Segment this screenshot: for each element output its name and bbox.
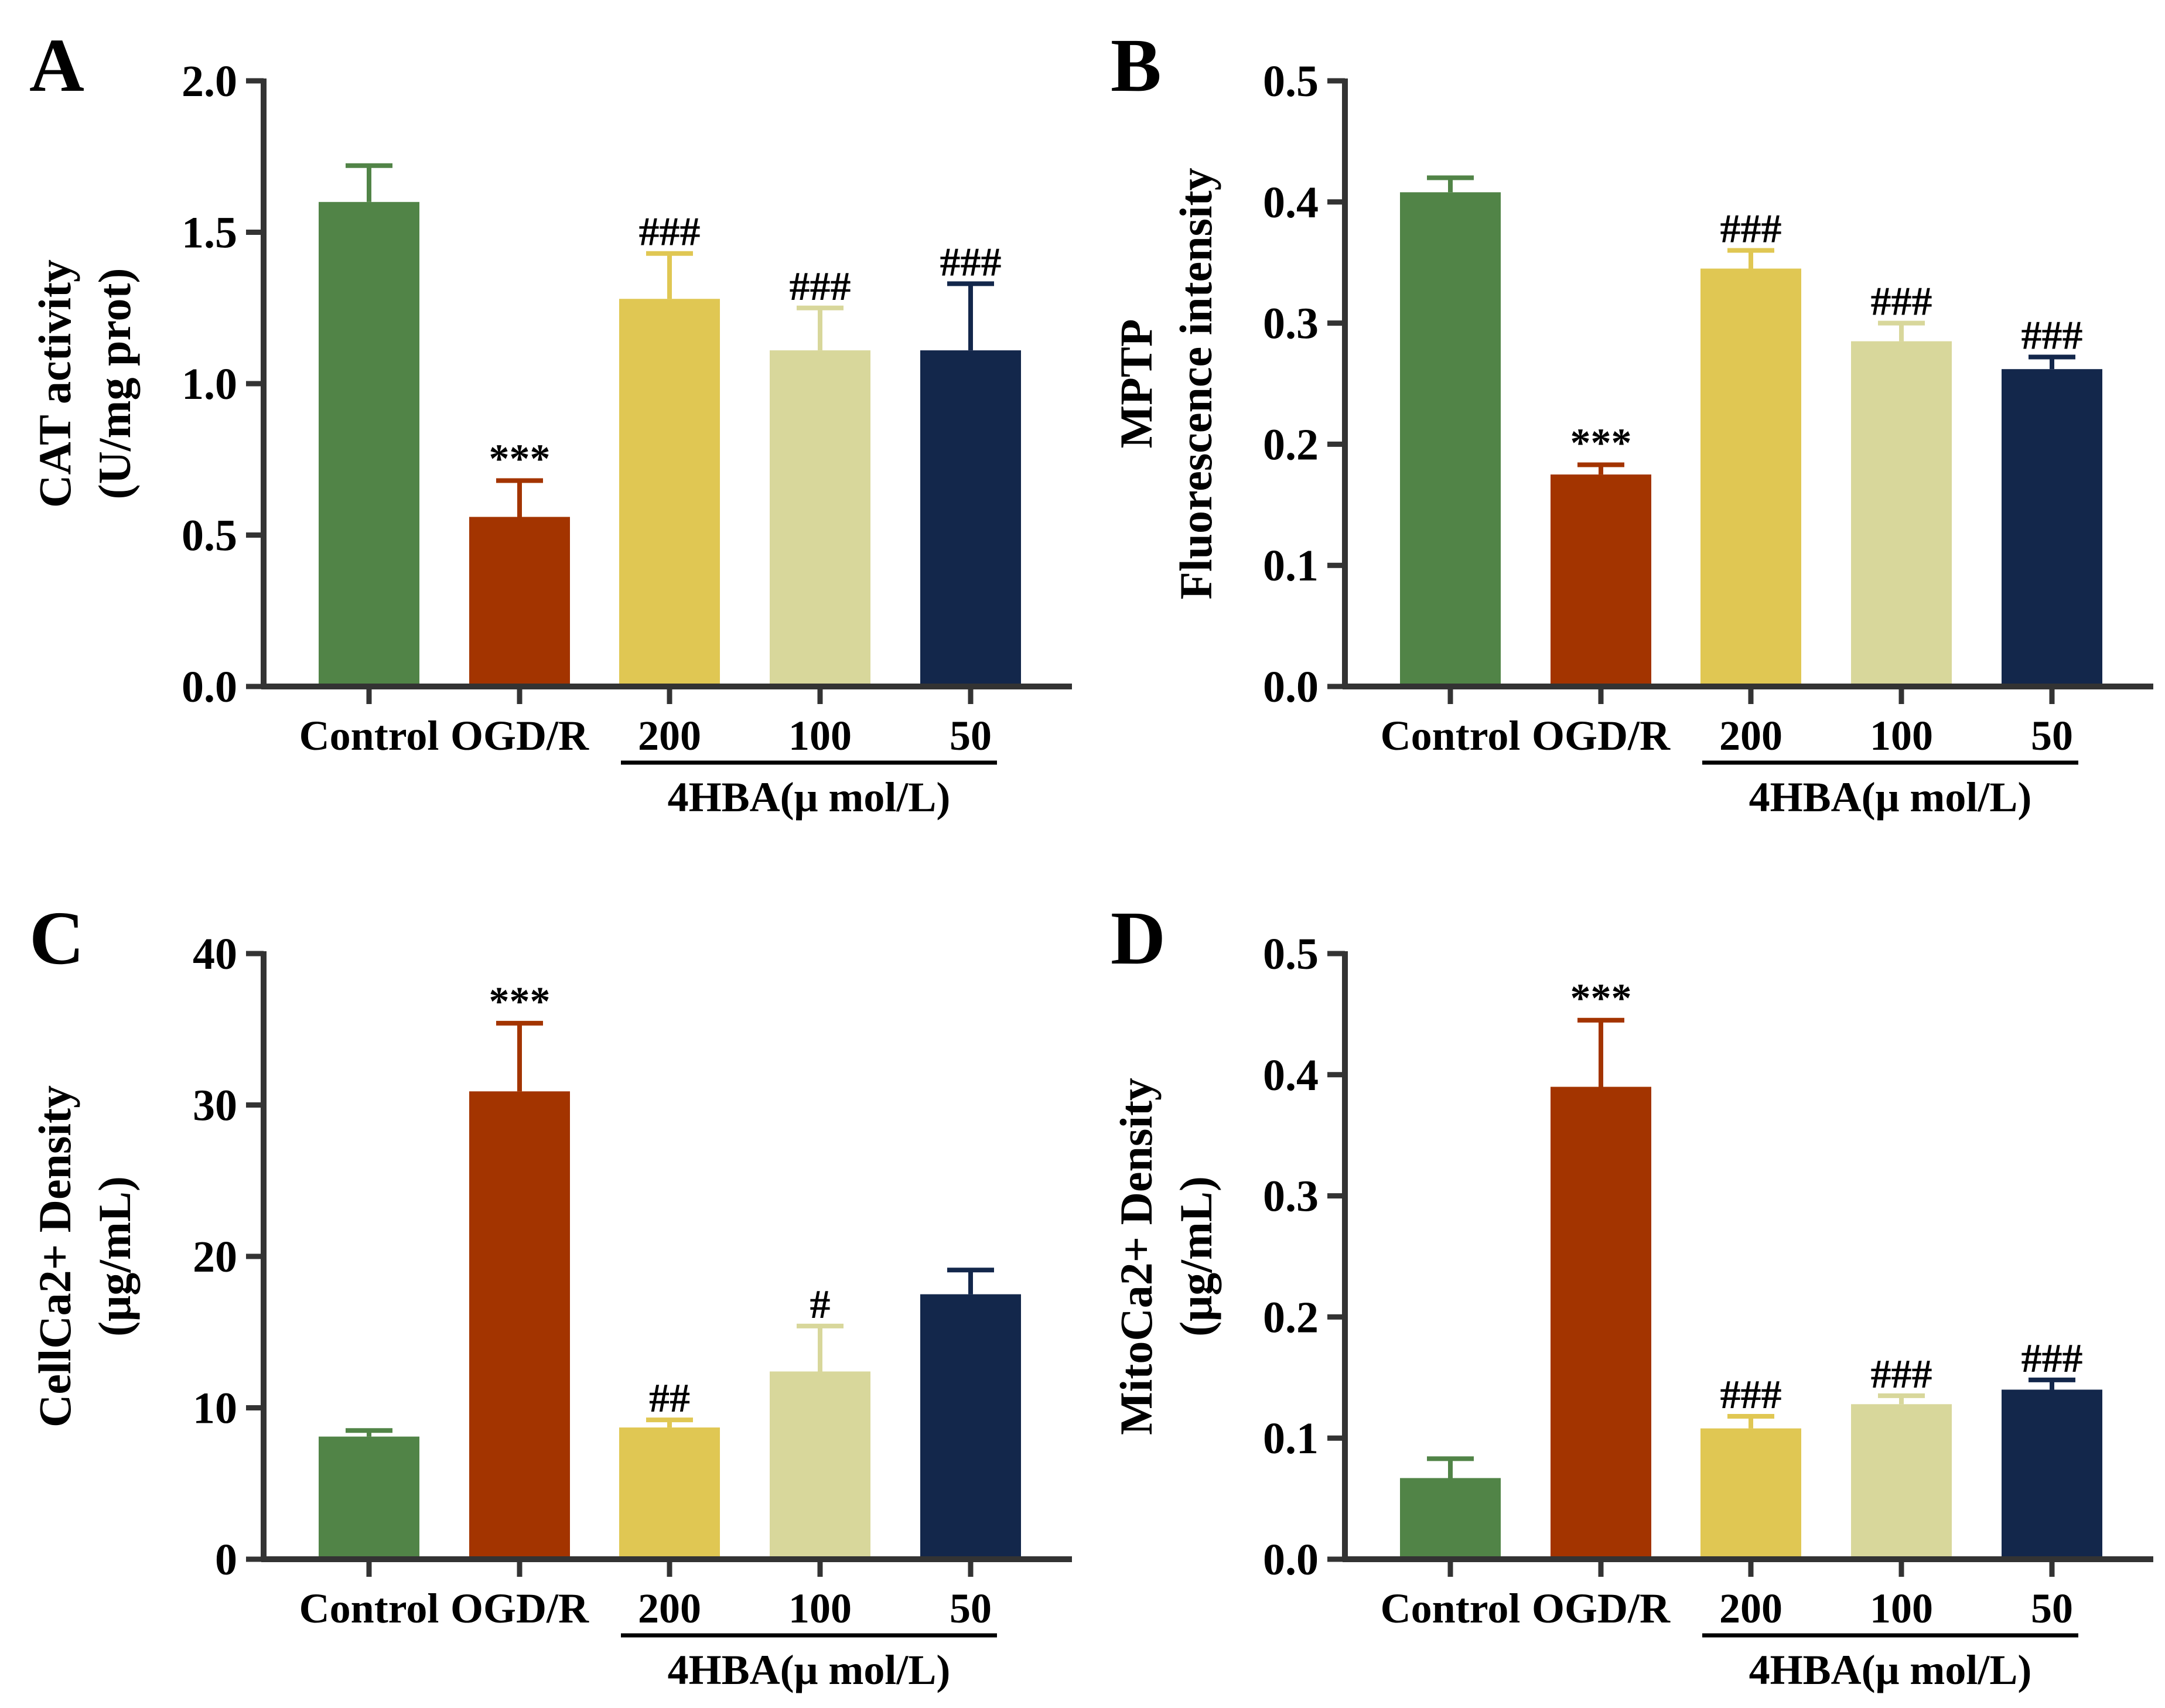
bar-control xyxy=(319,1436,419,1559)
bar-control xyxy=(319,201,419,686)
significance-label: ### xyxy=(2021,313,2083,358)
significance-label: ### xyxy=(1720,1372,1782,1417)
y-tick-label: 2.0 xyxy=(182,57,237,106)
bar-50 xyxy=(920,1294,1021,1559)
x-tick-label: Control xyxy=(1381,712,1521,759)
y-tick-label: 0.4 xyxy=(1263,178,1319,227)
significance-label: ### xyxy=(1871,279,1932,324)
y-axis-title-line-1: MitoCa2+ Density xyxy=(1111,1078,1162,1435)
y-tick-label: 40 xyxy=(193,930,237,979)
bar-50 xyxy=(920,350,1021,686)
significance-label: *** xyxy=(1570,421,1632,466)
y-tick-label: 0.1 xyxy=(1263,1414,1319,1463)
x-tick-label: 50 xyxy=(950,1585,992,1632)
panel-b: B MPTP Fluorescence intensity 0.0 0.1 0.2 0.3 0… xyxy=(1111,23,2153,821)
y-tick-label: 0.5 xyxy=(1263,57,1319,106)
group-label: 4HBA(μ mol/L) xyxy=(668,1646,951,1693)
y-tick-label: 0.0 xyxy=(1263,1535,1319,1584)
significance-label: ### xyxy=(940,240,1002,285)
bar-control xyxy=(1400,192,1501,687)
x-tick-label: 50 xyxy=(2031,712,2073,759)
significance-label: *** xyxy=(1570,976,1632,1022)
y-axis-title-line-1: CellCa2+ Density xyxy=(29,1085,80,1427)
significance-label: *** xyxy=(489,436,551,481)
x-tick-label: OGD/R xyxy=(1532,1585,1671,1632)
x-tick-label: 100 xyxy=(1870,712,1933,759)
bar-200 xyxy=(1700,1428,1801,1559)
x-tick-label: 200 xyxy=(638,1585,701,1632)
y-axis-title-line-1: MPTP xyxy=(1111,319,1162,449)
bar-200 xyxy=(619,299,720,686)
x-tick-label: 200 xyxy=(1719,712,1782,759)
y-tick-label: 0.2 xyxy=(1263,420,1319,469)
significance-label: ### xyxy=(1871,1352,1932,1397)
x-tick-label: OGD/R xyxy=(1532,712,1671,759)
x-tick-label: 100 xyxy=(788,1585,852,1632)
bar-control xyxy=(1400,1478,1501,1559)
x-tick-label: Control xyxy=(299,1585,439,1632)
bar-ogdr xyxy=(469,1091,570,1559)
y-axis-title-line-1: CAT activity xyxy=(29,259,80,508)
bar-100 xyxy=(1851,1404,1952,1559)
y-tick-label: 0.4 xyxy=(1263,1051,1319,1100)
bar-100 xyxy=(770,350,870,686)
bar-100 xyxy=(770,1371,870,1559)
panel-letter-a: A xyxy=(29,23,84,108)
bar-100 xyxy=(1851,341,1952,686)
group-label: 4HBA(μ mol/L) xyxy=(1749,774,2032,821)
y-tick-label: 1.5 xyxy=(182,209,237,258)
bar-200 xyxy=(1700,268,1801,686)
significance-label: ## xyxy=(649,1376,690,1421)
y-tick-label: 0.1 xyxy=(1263,541,1319,590)
significance-label: ### xyxy=(1720,207,1782,252)
x-tick-label: OGD/R xyxy=(450,1585,589,1632)
group-label: 4HBA(μ mol/L) xyxy=(668,774,951,821)
y-tick-label: 10 xyxy=(193,1384,237,1433)
significance-label: *** xyxy=(489,979,551,1024)
y-tick-label: 1.0 xyxy=(182,360,237,409)
panel-a: A CAT activity (U/mg prot) 0.0 0.5 1.0 1.5 2.0 C… xyxy=(29,23,1072,821)
x-tick-label: Control xyxy=(1381,1585,1521,1632)
y-axis-title-line-2: (U/mg prot) xyxy=(89,268,140,500)
panel-letter-d: D xyxy=(1111,896,1166,981)
bar-50 xyxy=(2002,1389,2102,1559)
y-tick-label: 0.5 xyxy=(182,511,237,561)
x-tick-label: 200 xyxy=(638,712,701,759)
y-tick-label: 0.3 xyxy=(1263,1172,1319,1221)
significance-label: # xyxy=(810,1282,831,1327)
bar-50 xyxy=(2002,369,2102,686)
x-tick-label: 100 xyxy=(788,712,852,759)
bar-ogdr xyxy=(1551,474,1651,686)
x-tick-label: 50 xyxy=(2031,1585,2073,1632)
panel-d: D MitoCa2+ Density (μg/mL) 0.0 0.1 0.2 0.3 0.4 0… xyxy=(1111,896,2153,1693)
y-tick-label: 0.0 xyxy=(1263,662,1319,712)
panel-letter-b: B xyxy=(1111,23,1162,108)
y-axis-title-line-2: (μg/mL) xyxy=(1170,1176,1221,1337)
x-tick-label: OGD/R xyxy=(450,712,589,759)
group-label: 4HBA(μ mol/L) xyxy=(1749,1646,2032,1693)
y-tick-label: 20 xyxy=(193,1232,237,1282)
x-tick-label: 100 xyxy=(1870,1585,1933,1632)
y-tick-label: 0.2 xyxy=(1263,1293,1319,1342)
bar-200 xyxy=(619,1427,720,1559)
panel-letter-c: C xyxy=(29,896,84,981)
significance-label: ### xyxy=(2021,1336,2083,1381)
y-tick-label: 30 xyxy=(193,1081,237,1130)
bar-ogdr xyxy=(469,517,570,686)
significance-label: ### xyxy=(639,210,701,255)
y-axis-title-line-2: (μg/mL) xyxy=(89,1176,140,1337)
x-tick-label: Control xyxy=(299,712,439,759)
bar-ogdr xyxy=(1551,1087,1651,1559)
panel-c: C CellCa2+ Density (μg/mL) 0 10 20 30 40 Control… xyxy=(29,896,1072,1693)
y-axis-title-line-2: Fluorescence intensity xyxy=(1170,168,1221,599)
y-tick-label: 0.0 xyxy=(182,662,237,712)
x-tick-label: 50 xyxy=(950,712,992,759)
y-tick-label: 0.3 xyxy=(1263,299,1319,349)
significance-label: ### xyxy=(790,264,851,309)
y-tick-label: 0 xyxy=(215,1535,237,1584)
y-tick-label: 0.5 xyxy=(1263,930,1319,979)
x-tick-label: 200 xyxy=(1719,1585,1782,1632)
